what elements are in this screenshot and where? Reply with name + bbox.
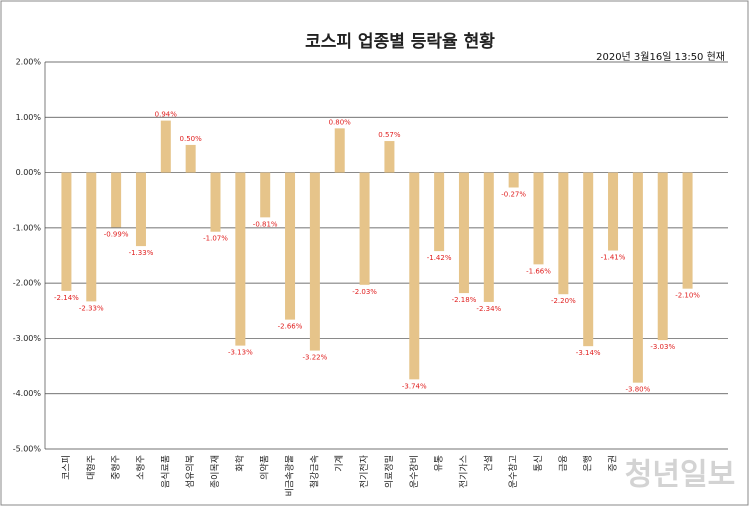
x-tick-label: 금융 (558, 455, 569, 472)
x-tick-label: 운수장비 (409, 455, 420, 488)
value-label: -3.74% (402, 382, 427, 390)
y-tick-label: -3.00% (13, 334, 42, 343)
bar (235, 172, 246, 346)
y-tick-label: 0.00% (16, 168, 42, 177)
x-tick-label: 소형주 (135, 455, 146, 480)
value-label: -0.99% (104, 230, 129, 238)
value-label: -1.41% (601, 254, 626, 262)
bar (359, 172, 370, 285)
x-tick-label: 음식료품 (160, 455, 171, 488)
y-tick-label: -4.00% (13, 389, 42, 398)
x-tick-label: 건설 (483, 455, 494, 472)
bar (86, 172, 97, 302)
bar (334, 128, 345, 173)
x-tick-label: 전기가스 (458, 455, 469, 488)
bar (309, 172, 320, 351)
value-label: -1.66% (526, 267, 551, 275)
bar (111, 172, 122, 228)
value-label: -0.27% (501, 190, 526, 198)
value-label: -1.07% (203, 235, 228, 243)
watermark: 청년일보 (625, 458, 735, 493)
bar (657, 172, 668, 341)
chart-subtitle: 2020년 3월16일 13:50 현재 (596, 51, 725, 63)
value-label: -2.66% (278, 323, 303, 331)
bar (483, 172, 494, 302)
bar (384, 141, 395, 173)
value-label: -3.80% (626, 386, 651, 394)
value-label: -3.03% (650, 343, 675, 351)
value-label: -1.42% (427, 254, 452, 262)
x-tick-label: 운수창고 (508, 455, 519, 488)
value-label: -2.18% (452, 296, 477, 304)
x-tick-label: 은행 (582, 455, 594, 472)
bar (285, 172, 296, 320)
value-label: -1.33% (129, 249, 154, 257)
y-tick-label: -5.00% (13, 445, 42, 454)
value-label: 0.50% (180, 135, 203, 143)
bar (434, 172, 445, 252)
value-label: -2.33% (79, 304, 104, 312)
value-label: -2.03% (352, 288, 377, 296)
value-label: -0.81% (253, 220, 278, 228)
bar (508, 172, 519, 188)
x-tick-label: 의료정밀 (383, 455, 395, 488)
y-tick-label: 1.00% (16, 113, 42, 122)
chart-title: 코스피 업종별 등락율 현황 (305, 32, 495, 52)
value-label: 0.94% (155, 111, 178, 119)
bar (682, 172, 693, 289)
value-label: -3.13% (228, 349, 253, 357)
x-tick-label: 섬유의복 (185, 455, 196, 488)
value-label: 0.57% (378, 131, 401, 139)
x-tick-label: 화학 (235, 455, 246, 472)
x-tick-label: 기계 (333, 455, 345, 472)
x-tick-label: 유통 (434, 455, 445, 472)
x-tick-label: 의약품 (259, 455, 271, 480)
y-tick-label: 2.00% (16, 58, 42, 67)
bar (160, 120, 171, 173)
bar (608, 172, 619, 251)
x-tick-label: 중형주 (111, 455, 122, 480)
x-tick-label: 코스피 (61, 455, 72, 480)
x-tick-label: 철강금속 (309, 455, 320, 488)
bar (558, 172, 569, 295)
bar (409, 172, 420, 380)
x-tick-label: 대형주 (86, 455, 97, 480)
bar (583, 172, 594, 347)
value-label: -2.20% (551, 297, 576, 305)
bar (210, 172, 221, 232)
value-label: 0.80% (329, 118, 352, 126)
x-tick-label: 전기전자 (359, 454, 370, 488)
x-tick-label: 통신 (533, 455, 544, 472)
x-tick-label: 종이목재 (210, 455, 221, 488)
y-tick-label: -1.00% (13, 223, 42, 232)
bar (260, 172, 271, 218)
value-label: -3.22% (303, 354, 328, 362)
y-tick-label: -2.00% (13, 279, 42, 288)
bar (61, 172, 72, 291)
x-tick-label: 증권 (607, 455, 619, 472)
x-tick-label: 비금속광물 (284, 455, 296, 496)
value-label: -2.34% (476, 305, 501, 313)
bar (135, 172, 146, 247)
bar (458, 172, 469, 294)
bar (632, 172, 643, 383)
value-label: -2.14% (54, 294, 79, 302)
value-label: -3.14% (576, 349, 601, 357)
bar (533, 172, 544, 265)
value-label: -2.10% (675, 292, 700, 300)
bar (185, 144, 196, 173)
